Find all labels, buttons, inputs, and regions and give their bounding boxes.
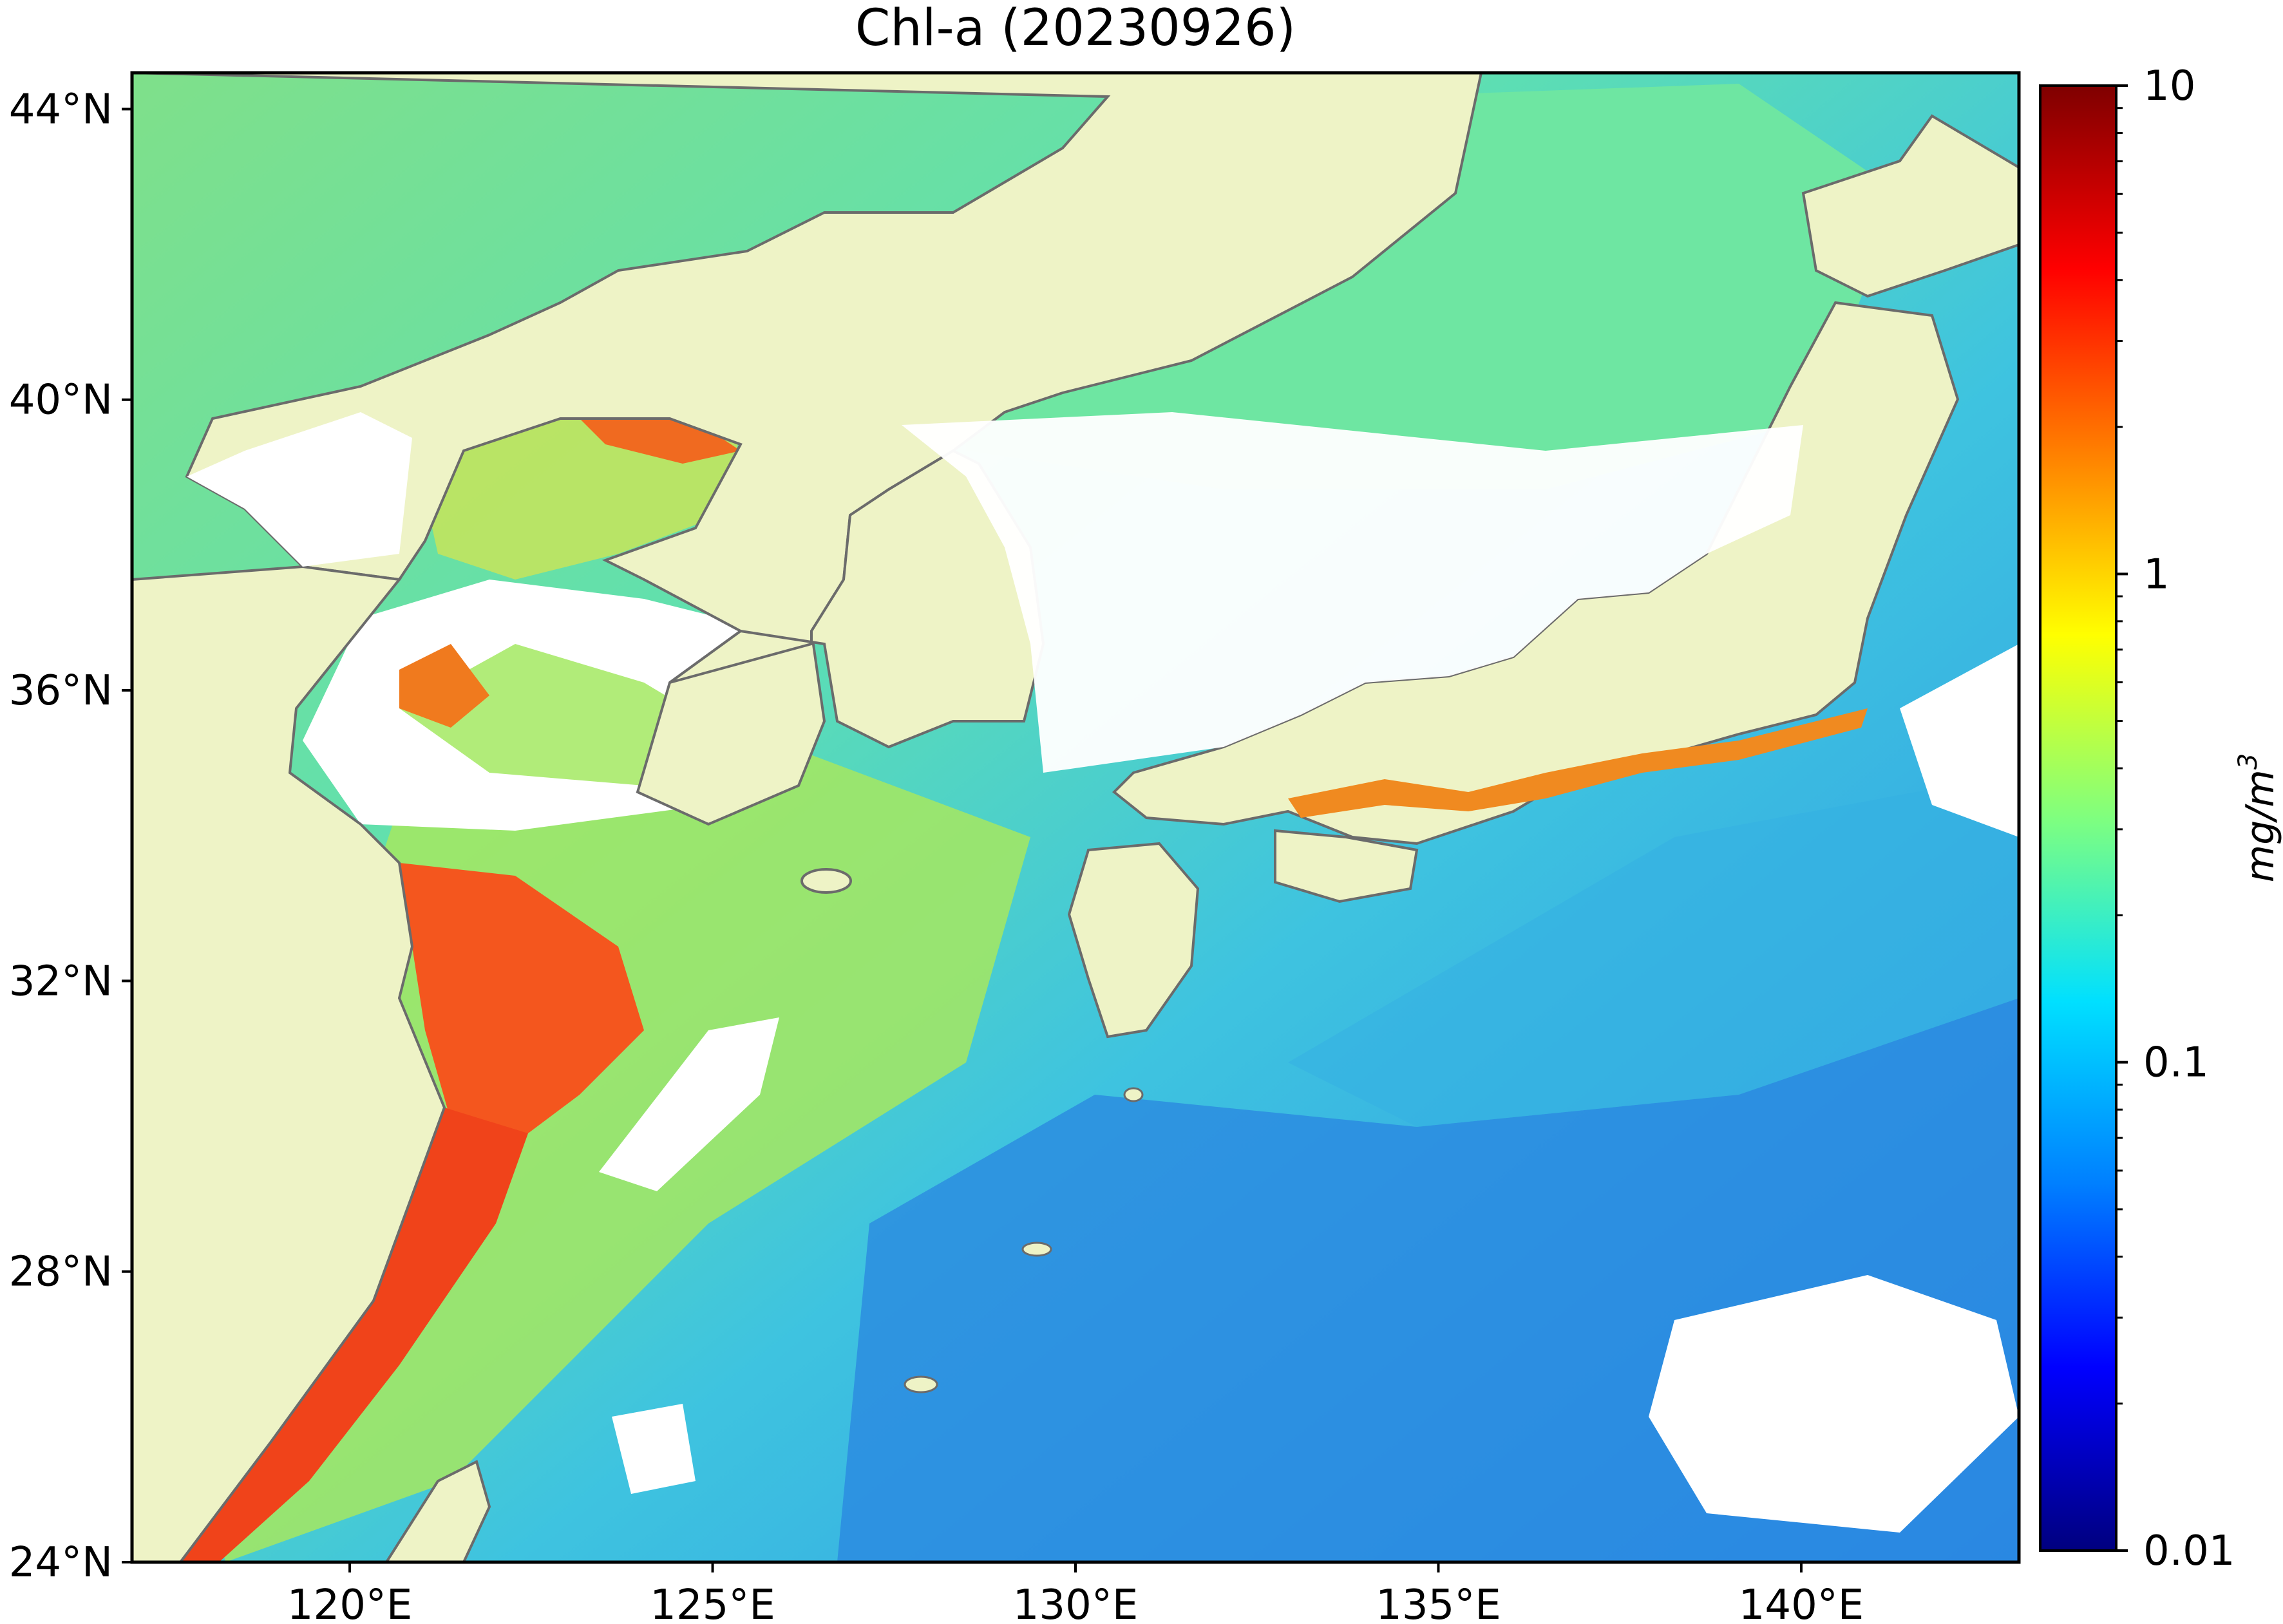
pacific-cloud-patch-2 [1900,644,2019,837]
open-ocean-mid-chl [1288,773,2019,1127]
sea-of-japan-cloud [902,412,1803,773]
shikoku [1274,829,1419,903]
map-panel [132,73,2019,1562]
amami-island [1021,1242,1052,1257]
lat-tick-label: 36°N [9,667,113,715]
colorbar-unit-label: mg/m3 [2233,753,2283,883]
map-title: Chl-a (20230926) [855,0,1296,57]
bohai-cloud [187,412,412,567]
longitude-axis: 120°E 125°E 130°E 135°E 140°E [287,1562,1864,1624]
japan-south-coast-high-chl [1288,708,1868,818]
lon-tick-label: 140°E [1739,1582,1864,1624]
yangtze-estuary-high-chl [399,863,644,1133]
honshu [1112,301,1960,845]
lat-tick-label: 40°N [9,377,113,424]
lat-tick-label: 44°N [9,86,113,133]
colorbar-gradient [2039,84,2117,1552]
unit-superscript: 3 [2233,753,2263,770]
colorbar-ticks: 10 1 0.1 0.01 [2116,62,2235,1575]
colorbar-tick-label: 1 [2143,551,2170,598]
lon-tick-label: 135°E [1376,1582,1501,1624]
land-masses [132,73,2019,1562]
lat-tick-label: 28°N [9,1249,113,1296]
kyushu [1067,842,1200,1039]
colorbar-tick-label: 0.1 [2143,1039,2209,1087]
lon-tick-label: 130°E [1013,1582,1139,1624]
colorbar-tick-label: 10 [2143,62,2195,110]
lat-tick-label: 32°N [9,958,113,1005]
jeju-island [800,868,852,894]
lon-tick-label: 125°E [650,1582,775,1624]
lat-tick-label: 24°N [9,1539,113,1587]
hokkaido [1801,114,2019,298]
latitude-axis: 44°N 40°N 36°N 32°N 28°N 24°N [9,86,132,1587]
yakushima-island [1123,1087,1144,1102]
unit-base: mg/m [2238,770,2283,882]
colorbar-tick-label: 0.01 [2143,1527,2235,1575]
okinawa-island [904,1375,938,1393]
lon-tick-label: 120°E [287,1582,413,1624]
pacific-cloud-patch-1 [1649,1275,2019,1533]
china-east-coast [132,565,446,1562]
colorbar: 10 1 0.1 0.01 mg/m3 [2039,62,2283,1575]
jiangsu-coast-high-chl [399,644,489,728]
okinawa-cloud-patch [612,1404,696,1494]
ecs-cloud-patch [599,1017,779,1191]
taiwan [384,1460,491,1562]
